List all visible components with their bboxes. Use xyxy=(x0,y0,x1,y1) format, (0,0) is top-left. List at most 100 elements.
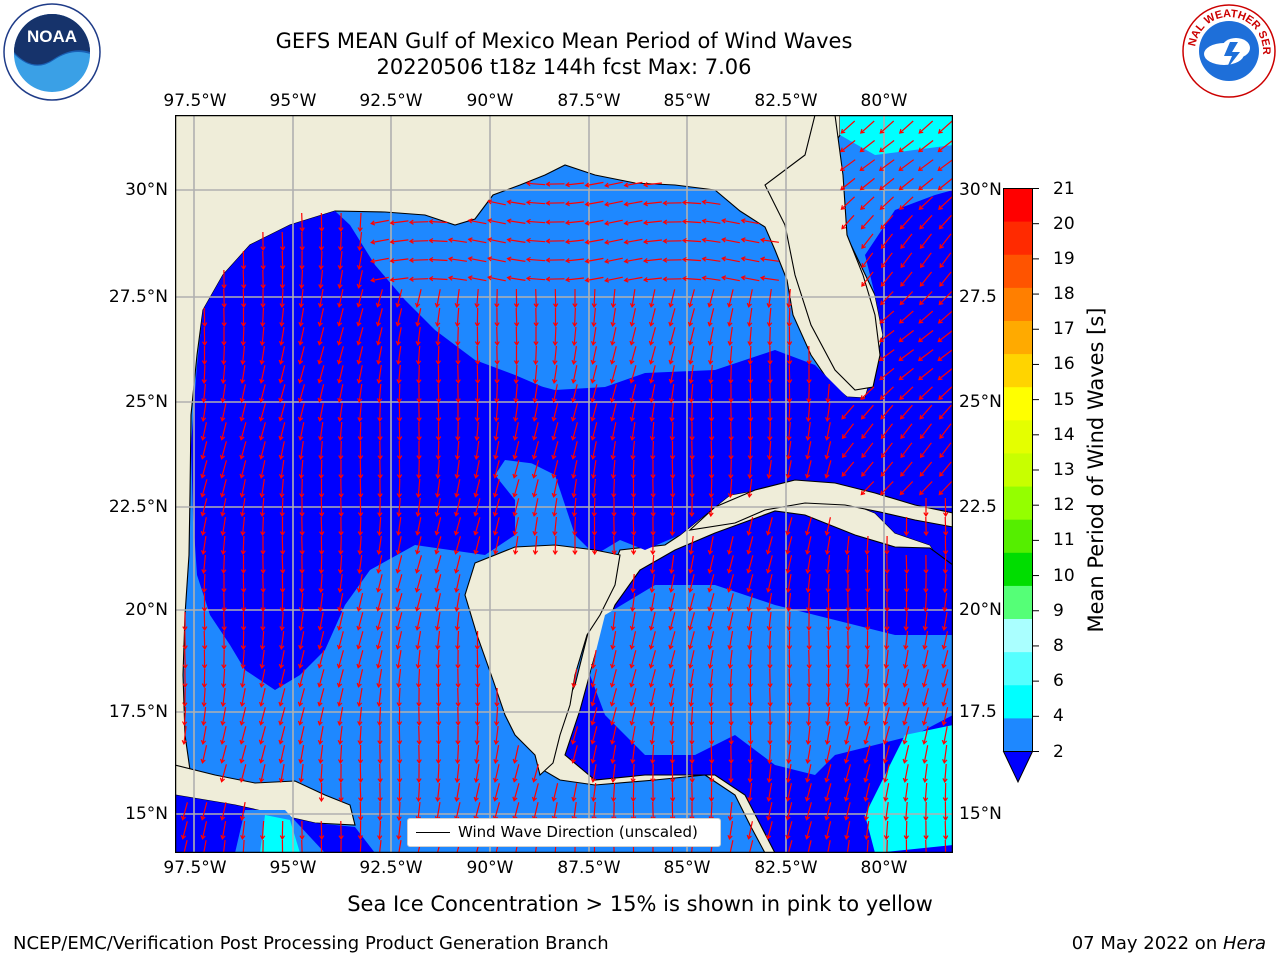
wind-wave-arrow xyxy=(298,403,305,422)
wind-wave-arrow xyxy=(338,497,344,518)
wind-wave-arrow xyxy=(880,442,893,459)
wind-wave-arrow xyxy=(708,706,714,727)
wind-wave-arrow xyxy=(279,478,285,499)
wind-wave-arrow xyxy=(552,326,558,347)
wind-wave-arrow xyxy=(336,669,344,688)
wind-wave-arrow xyxy=(687,308,695,327)
wind-wave-arrow xyxy=(642,182,662,188)
wind-wave-arrow xyxy=(687,593,695,612)
wind-wave-arrow xyxy=(338,763,344,784)
wind-wave-arrow xyxy=(494,326,500,347)
wind-wave-arrow xyxy=(240,669,246,688)
wind-wave-arrow xyxy=(239,422,247,441)
wind-wave-arrow xyxy=(512,745,520,764)
wind-wave-arrow xyxy=(571,365,578,384)
wind-wave-arrow xyxy=(902,707,910,726)
lon-label-bottom: 95°W xyxy=(269,858,317,878)
wind-wave-arrow xyxy=(590,745,598,764)
wind-wave-arrow xyxy=(767,649,773,670)
wind-wave-arrow xyxy=(845,649,851,670)
wind-wave-arrow xyxy=(317,688,325,707)
wind-wave-arrow xyxy=(260,288,266,309)
wind-wave-arrow xyxy=(898,140,914,153)
wind-wave-arrow xyxy=(319,212,325,233)
wind-wave-arrow xyxy=(220,802,227,821)
wind-wave-arrow xyxy=(571,460,578,479)
wind-wave-arrow xyxy=(863,688,870,708)
wind-wave-arrow xyxy=(219,745,227,764)
wind-wave-arrow xyxy=(766,460,772,480)
wind-wave-arrow xyxy=(278,441,285,460)
wind-wave-arrow xyxy=(746,593,754,612)
wind-wave-arrow xyxy=(590,403,598,422)
wind-wave-arrow xyxy=(879,367,895,381)
wind-wave-arrow xyxy=(278,745,286,764)
wind-wave-arrow xyxy=(395,289,403,308)
wind-wave-arrow xyxy=(766,630,773,651)
wind-wave-arrow xyxy=(941,650,949,669)
wind-wave-arrow xyxy=(668,650,676,669)
wind-wave-arrow xyxy=(221,345,227,366)
wind-wave-arrow xyxy=(721,256,740,263)
wind-wave-arrow xyxy=(525,199,546,206)
caribbean-water-medium xyxy=(590,585,953,775)
wind-wave-arrow xyxy=(202,630,208,651)
wind-wave-arrow xyxy=(649,384,656,403)
wind-wave-arrow xyxy=(824,783,832,802)
wind-wave-arrow xyxy=(898,330,914,343)
wind-wave-arrow xyxy=(785,783,792,802)
wind-wave-arrow xyxy=(280,250,286,271)
wind-wave-arrow xyxy=(278,669,286,688)
wind-wave-arrow xyxy=(584,200,604,207)
wind-wave-arrow xyxy=(475,668,481,689)
wind-wave-arrow xyxy=(747,783,753,803)
wind-wave-arrow xyxy=(623,257,643,264)
wind-wave-arrow xyxy=(278,726,286,745)
wind-wave-arrow xyxy=(493,422,499,441)
wind-wave-arrow xyxy=(356,251,363,270)
wind-wave-arrow xyxy=(708,725,715,746)
wind-wave-arrow xyxy=(531,441,539,460)
colorbar-tick-label: 9 xyxy=(1053,600,1064,621)
wind-wave-arrow xyxy=(707,612,715,631)
wind-wave-arrow xyxy=(356,365,363,384)
wind-wave-arrow xyxy=(552,308,559,328)
wind-wave-arrow xyxy=(240,535,246,556)
wind-wave-arrow xyxy=(299,516,305,537)
wind-wave-arrow xyxy=(455,364,461,385)
wind-wave-arrow xyxy=(918,310,934,324)
wind-wave-arrow xyxy=(878,159,895,171)
wind-wave-arrow xyxy=(258,403,266,422)
wind-wave-arrow xyxy=(903,611,909,632)
wind-wave-arrow xyxy=(689,402,695,423)
lat-label-left: 20°N xyxy=(125,600,168,620)
wind-wave-arrow xyxy=(337,289,344,308)
wind-wave-arrow xyxy=(859,177,875,191)
wind-wave-arrow xyxy=(631,497,637,518)
wind-wave-arrow xyxy=(240,555,247,575)
wind-wave-arrow xyxy=(591,497,597,518)
wind-wave-arrow xyxy=(182,630,188,651)
wind-wave-arrow xyxy=(805,441,812,460)
wind-wave-arrow xyxy=(337,706,344,727)
wind-wave-arrow xyxy=(899,214,913,230)
wind-wave-arrow xyxy=(436,687,442,708)
wind-wave-arrow xyxy=(726,555,734,574)
wind-wave-arrow xyxy=(474,288,480,309)
wind-wave-arrow xyxy=(845,592,851,613)
wind-wave-arrow xyxy=(475,687,481,708)
wind-wave-arrow xyxy=(899,386,914,400)
wind-wave-arrow xyxy=(708,403,715,423)
wind-wave-arrow xyxy=(260,611,266,632)
wind-wave-arrow xyxy=(221,307,227,328)
wind-wave-arrow xyxy=(708,669,714,689)
wind-wave-arrow xyxy=(923,554,929,575)
wind-wave-arrow xyxy=(898,159,915,171)
wind-wave-arrow xyxy=(357,497,364,518)
wind-wave-arrow xyxy=(513,383,519,404)
wind-wave-arrow xyxy=(863,802,870,821)
wind-wave-arrow xyxy=(843,783,851,802)
wind-wave-arrow xyxy=(922,592,929,613)
wind-wave-arrow xyxy=(898,177,914,191)
wind-wave-arrow xyxy=(747,308,753,328)
